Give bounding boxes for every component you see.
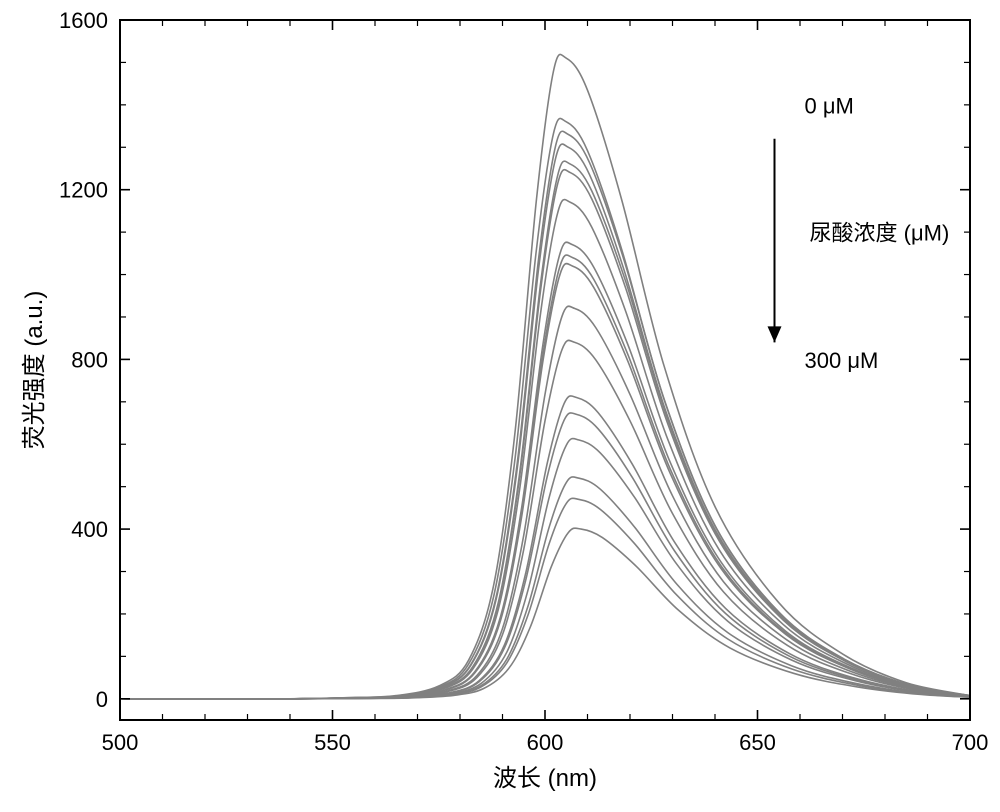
chart-svg: 500 550 600 650 700 0 400 800 1200 1600 波长 (nm) 荧光强…: [0, 0, 1000, 812]
fluorescence-chart: 500 550 600 650 700 0 400 800 1200 1600 波长 (nm) 荧光强…: [0, 0, 1000, 812]
y-tick-label: 800: [71, 347, 108, 372]
annotation-mid: 尿酸浓度 (μM): [810, 221, 950, 246]
x-tick-label: 600: [527, 730, 564, 755]
annotation-top: 0 μM: [805, 93, 854, 118]
y-tick-label: 1600: [59, 8, 108, 33]
x-tick-label: 650: [739, 730, 776, 755]
y-axis-label: 荧光强度 (a.u.): [21, 291, 48, 450]
x-tick-label: 550: [314, 730, 351, 755]
y-tick-label: 400: [71, 517, 108, 542]
annotation-bottom: 300 μM: [805, 348, 879, 373]
x-axis-label: 波长 (nm): [493, 765, 597, 792]
y-tick-label: 1200: [59, 178, 108, 203]
x-tick-label: 500: [102, 730, 139, 755]
y-tick-label: 0: [96, 687, 108, 712]
x-tick-label: 700: [952, 730, 989, 755]
